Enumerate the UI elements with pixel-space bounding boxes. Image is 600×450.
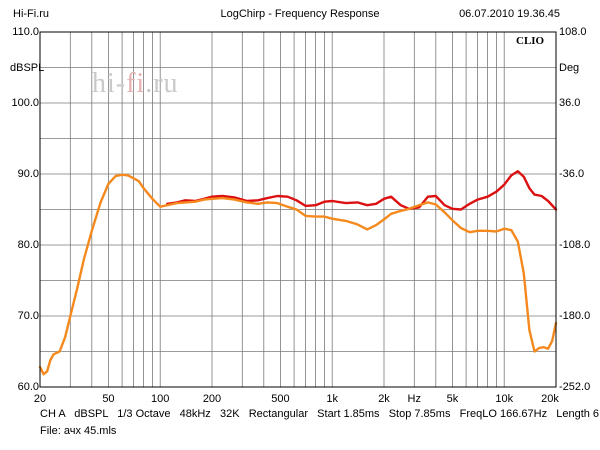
y2-tick-label: 36.0 xyxy=(559,97,581,109)
x-tick-label: 5k xyxy=(446,393,459,405)
app-brand: Hi-Fi.ru xyxy=(13,8,50,20)
y2-axis-label: Deg xyxy=(559,62,580,74)
timestamp: 06.07.2010 19.36.45 xyxy=(459,8,560,20)
y-tick-label: 110.0 xyxy=(12,26,39,38)
y-tick-label: 80.0 xyxy=(17,239,39,251)
y2-tick-label: -180.0 xyxy=(559,310,591,322)
series-layer xyxy=(38,169,558,376)
x-tick-label: 2k xyxy=(378,393,390,405)
x-tick-label: 1k xyxy=(326,393,339,405)
x-axis-label: Hz xyxy=(407,393,421,405)
y-tick-label: 60.0 xyxy=(17,381,39,393)
x-tick-label: 10k xyxy=(495,393,514,405)
y2-tick-label: -252.0 xyxy=(559,381,591,393)
hifi-watermark-logo: hi-fi.ru xyxy=(92,68,179,99)
plot-frame xyxy=(39,31,557,388)
y2-tick-label: -36.0 xyxy=(559,168,585,180)
file-name: File: ачх 45.mls xyxy=(40,425,117,437)
x-tick-label: 200 xyxy=(202,393,222,405)
y-tick-label: 90.0 xyxy=(17,168,39,180)
measurement-settings: CH A dBSPL 1/3 Octave 48kHz 32K Rectangu… xyxy=(40,408,600,420)
y2-tick-label: -108.0 xyxy=(559,239,591,251)
x-tick-label: 20 xyxy=(33,393,47,405)
series-line-1 xyxy=(166,169,558,211)
chart-title: LogChirp - Frequency Response xyxy=(220,8,380,20)
series-line-2 xyxy=(38,173,558,376)
y2-tick-label: 108.0 xyxy=(559,26,587,38)
x-tick-label: 20k xyxy=(541,393,559,405)
y-tick-label: 100.0 xyxy=(11,97,39,109)
x-tick-label: 50 xyxy=(102,393,115,405)
x-tick-label: 500 xyxy=(271,393,290,405)
x-tick-label: 100 xyxy=(151,393,170,405)
clio-logo: CLIO xyxy=(516,35,545,47)
y-tick-label: 70.0 xyxy=(17,310,39,322)
y-axis-label: dBSPL xyxy=(10,62,45,74)
